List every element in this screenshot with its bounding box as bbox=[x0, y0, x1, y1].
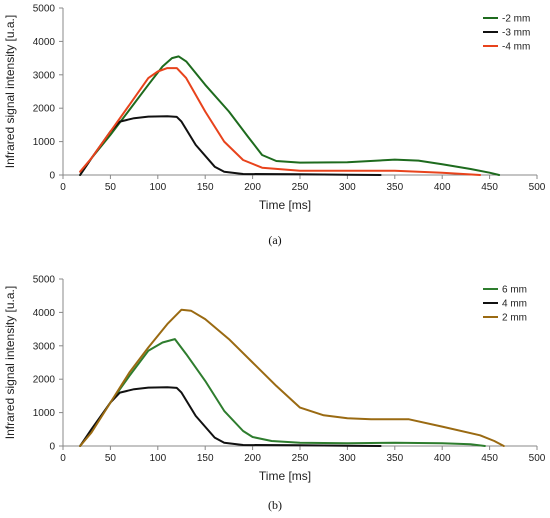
x-tick-label: 400 bbox=[434, 453, 451, 464]
y-axis-title: Infrared signal intensity [u.a.] bbox=[3, 15, 17, 168]
series-line-1 bbox=[79, 55, 501, 176]
series-line-2 bbox=[79, 386, 382, 447]
x-tick-label: 450 bbox=[481, 182, 498, 193]
y-tick-label: 1000 bbox=[33, 137, 56, 148]
y-tick-label: 4000 bbox=[33, 308, 56, 319]
x-tick-label: 200 bbox=[244, 182, 261, 193]
y-tick-label: 5000 bbox=[33, 4, 56, 15]
x-tick-label: 300 bbox=[339, 453, 356, 464]
x-tick-label: 200 bbox=[244, 453, 261, 464]
y-tick-label: 2000 bbox=[33, 104, 56, 115]
y-tick-label: 0 bbox=[49, 442, 55, 453]
legend-label: -4 mm bbox=[502, 42, 530, 53]
x-tick-label: 500 bbox=[529, 182, 546, 193]
x-tick-label: 250 bbox=[292, 182, 309, 193]
legend-label: 6 mm bbox=[502, 285, 527, 296]
x-tick-label: 400 bbox=[434, 182, 451, 193]
x-tick-label: 350 bbox=[386, 453, 403, 464]
x-tick-label: 50 bbox=[105, 182, 117, 193]
y-axis-title: Infrared signal intensity [u.a.] bbox=[3, 286, 17, 439]
y-tick-label: 0 bbox=[49, 171, 55, 182]
y-tick-label: 1000 bbox=[33, 408, 56, 419]
x-axis-title: Time [ms] bbox=[259, 469, 311, 483]
y-tick-label: 5000 bbox=[33, 275, 56, 286]
x-tick-label: 250 bbox=[292, 453, 309, 464]
y-tick-label: 3000 bbox=[33, 341, 56, 352]
x-tick-label: 300 bbox=[339, 182, 356, 193]
x-tick-label: 450 bbox=[481, 453, 498, 464]
x-tick-label: 100 bbox=[149, 453, 166, 464]
x-tick-label: 0 bbox=[60, 182, 66, 193]
x-tick-label: 350 bbox=[386, 182, 403, 193]
x-tick-label: 50 bbox=[105, 453, 117, 464]
panel-caption: (a) bbox=[268, 233, 281, 247]
chart-panel-a: 0 1000 2000 3000 4000 5000 0 50 100 150 200 250 300 3… bbox=[3, 4, 546, 248]
legend-label: 2 mm bbox=[502, 313, 527, 324]
legend-label: -2 mm bbox=[502, 14, 530, 25]
series-line-3 bbox=[79, 67, 482, 176]
legend-label: -3 mm bbox=[502, 28, 530, 39]
x-tick-label: 150 bbox=[197, 182, 214, 193]
x-axis-title: Time [ms] bbox=[259, 198, 311, 212]
y-tick-label: 4000 bbox=[33, 37, 56, 48]
x-tick-label: 100 bbox=[149, 182, 166, 193]
chart-panel-b: 0 1000 2000 3000 4000 5000 0 50 100 150 200 250 300 3… bbox=[3, 275, 546, 513]
panel-caption: (b) bbox=[268, 498, 282, 512]
y-tick-label: 2000 bbox=[33, 375, 56, 386]
x-tick-label: 500 bbox=[529, 453, 546, 464]
series-line-1 bbox=[79, 338, 486, 447]
series-line-2 bbox=[79, 115, 382, 176]
series-line-3 bbox=[79, 308, 505, 447]
y-tick-label: 3000 bbox=[33, 70, 56, 81]
x-tick-label: 150 bbox=[197, 453, 214, 464]
x-tick-label: 0 bbox=[60, 453, 66, 464]
legend-label: 4 mm bbox=[502, 299, 527, 310]
